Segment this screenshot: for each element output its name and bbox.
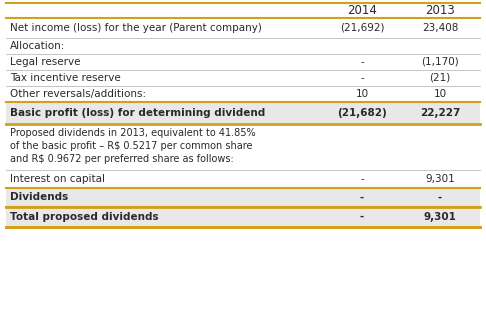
Text: 2013: 2013 [425,4,455,16]
Text: Basic profit (loss) for determining dividend: Basic profit (loss) for determining divi… [10,108,265,118]
Bar [6,38,480,54]
Text: -: - [438,192,442,203]
Text: Tax incentive reserve: Tax incentive reserve [10,73,121,83]
Text: Dividends: Dividends [10,192,68,203]
Text: 23,408: 23,408 [422,23,458,33]
Bar [6,18,480,38]
Text: -: - [360,192,364,203]
Text: -: - [360,73,364,83]
Text: 10: 10 [355,89,368,99]
Text: 10: 10 [434,89,447,99]
Text: Interest on capital: Interest on capital [10,174,105,184]
Bar [6,170,480,188]
Text: (21,682): (21,682) [337,108,387,118]
Bar [6,54,480,70]
Text: Legal reserve: Legal reserve [10,57,81,67]
Text: 9,301: 9,301 [424,212,456,222]
Text: Proposed dividends in 2013, equivalent to 41.85%
of the basic profit – R$ 0.5217: Proposed dividends in 2013, equivalent t… [10,128,256,164]
Text: (21,692): (21,692) [340,23,384,33]
Text: Allocation:: Allocation: [10,41,66,51]
Text: 22,227: 22,227 [420,108,460,118]
Text: -: - [360,57,364,67]
Text: (1,170): (1,170) [421,57,459,67]
Text: (21): (21) [429,73,451,83]
Bar [6,207,480,227]
Text: Total proposed dividends: Total proposed dividends [10,212,158,222]
Bar [6,124,480,170]
Text: Net income (loss) for the year (Parent company): Net income (loss) for the year (Parent c… [10,23,262,33]
Bar [6,86,480,102]
Text: Other reversals/additions:: Other reversals/additions: [10,89,146,99]
Text: 2014: 2014 [347,4,377,16]
Bar [6,188,480,207]
Text: -: - [360,212,364,222]
Text: -: - [360,174,364,184]
Bar [6,70,480,86]
Bar [6,102,480,124]
Text: 9,301: 9,301 [425,174,455,184]
